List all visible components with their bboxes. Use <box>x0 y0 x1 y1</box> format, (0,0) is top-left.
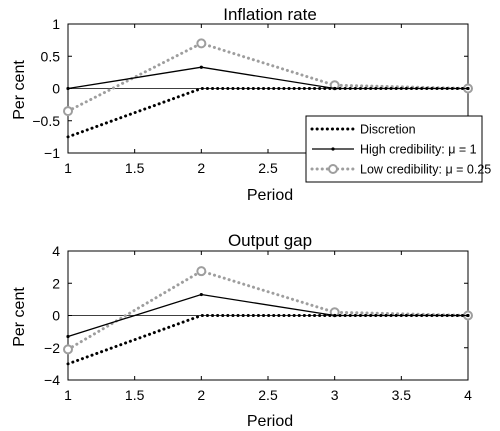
chart-title: Output gap <box>228 231 312 250</box>
y-tick-label: −2 <box>44 340 60 356</box>
low-credibility-marker <box>196 38 207 49</box>
x-axis-label: Period <box>247 413 293 430</box>
low-credibility-0-25-line <box>66 41 470 113</box>
y-tick-label: 1 <box>52 16 60 32</box>
inflation-rate-panel: Inflation rate Period Per cent 11.522.53… <box>11 5 491 204</box>
high-credibility-point <box>199 65 203 69</box>
output-gap-panel: Output gap Period Per cent 1 1.5 2 2.5 3 3.5 4… <box>11 231 473 430</box>
low-credibility-marker <box>196 266 207 277</box>
chart-title: Inflation rate <box>223 5 317 24</box>
legend-label-high-credibility-1: High credibility: μ = 1 <box>360 143 477 157</box>
y-tick-label: 4 <box>52 243 60 259</box>
x-tick-label: 2.5 <box>258 160 278 176</box>
x-tick-label: 1 <box>64 160 72 176</box>
low-credibility-marker <box>63 344 73 355</box>
x-axis-label: Period <box>247 187 293 204</box>
x-tick-label: 3.5 <box>392 387 412 403</box>
legend-label-discretion: Discretion <box>360 123 416 137</box>
y-tick-label: 2 <box>52 275 60 291</box>
x-tick-label: 2 <box>197 387 205 403</box>
high-credibility-point <box>199 292 203 297</box>
legend-marker <box>328 164 338 174</box>
high-credibility-point <box>66 86 70 91</box>
y-axis-label: Per cent <box>11 60 28 120</box>
y-tick-label: −4 <box>44 372 60 388</box>
x-tick-label: 1 <box>64 387 72 403</box>
x-tick-label: 3 <box>331 387 339 403</box>
low-credibility-marker <box>63 106 73 117</box>
discretion-line <box>66 314 470 366</box>
x-tick-label: 2.5 <box>258 387 278 403</box>
y-tick-label: −0.5 <box>32 113 60 129</box>
low-credibility-0-25-line <box>66 269 470 351</box>
legend-point <box>331 147 335 151</box>
x-tick-label: 4 <box>464 387 472 403</box>
x-tick-label: 2 <box>197 160 205 176</box>
y-tick-label: 0 <box>52 308 60 324</box>
high-credibility-point <box>66 334 70 339</box>
y-tick-label: 0 <box>52 81 60 97</box>
high-credibility-1-line <box>67 66 468 90</box>
x-tick-label: 1.5 <box>125 387 145 403</box>
legend: Discretion High credibility: μ = 1 Low cre… <box>305 115 491 183</box>
y-tick-label: −1 <box>44 145 60 161</box>
legend-label-low-credibility-0-25: Low credibility: μ = 0.25 <box>360 163 491 177</box>
discretion-line <box>66 87 470 139</box>
y-tick-label: 0.5 <box>41 48 61 64</box>
x-tick-label: 1.5 <box>125 160 145 176</box>
y-axis-label: Per cent <box>11 287 28 347</box>
